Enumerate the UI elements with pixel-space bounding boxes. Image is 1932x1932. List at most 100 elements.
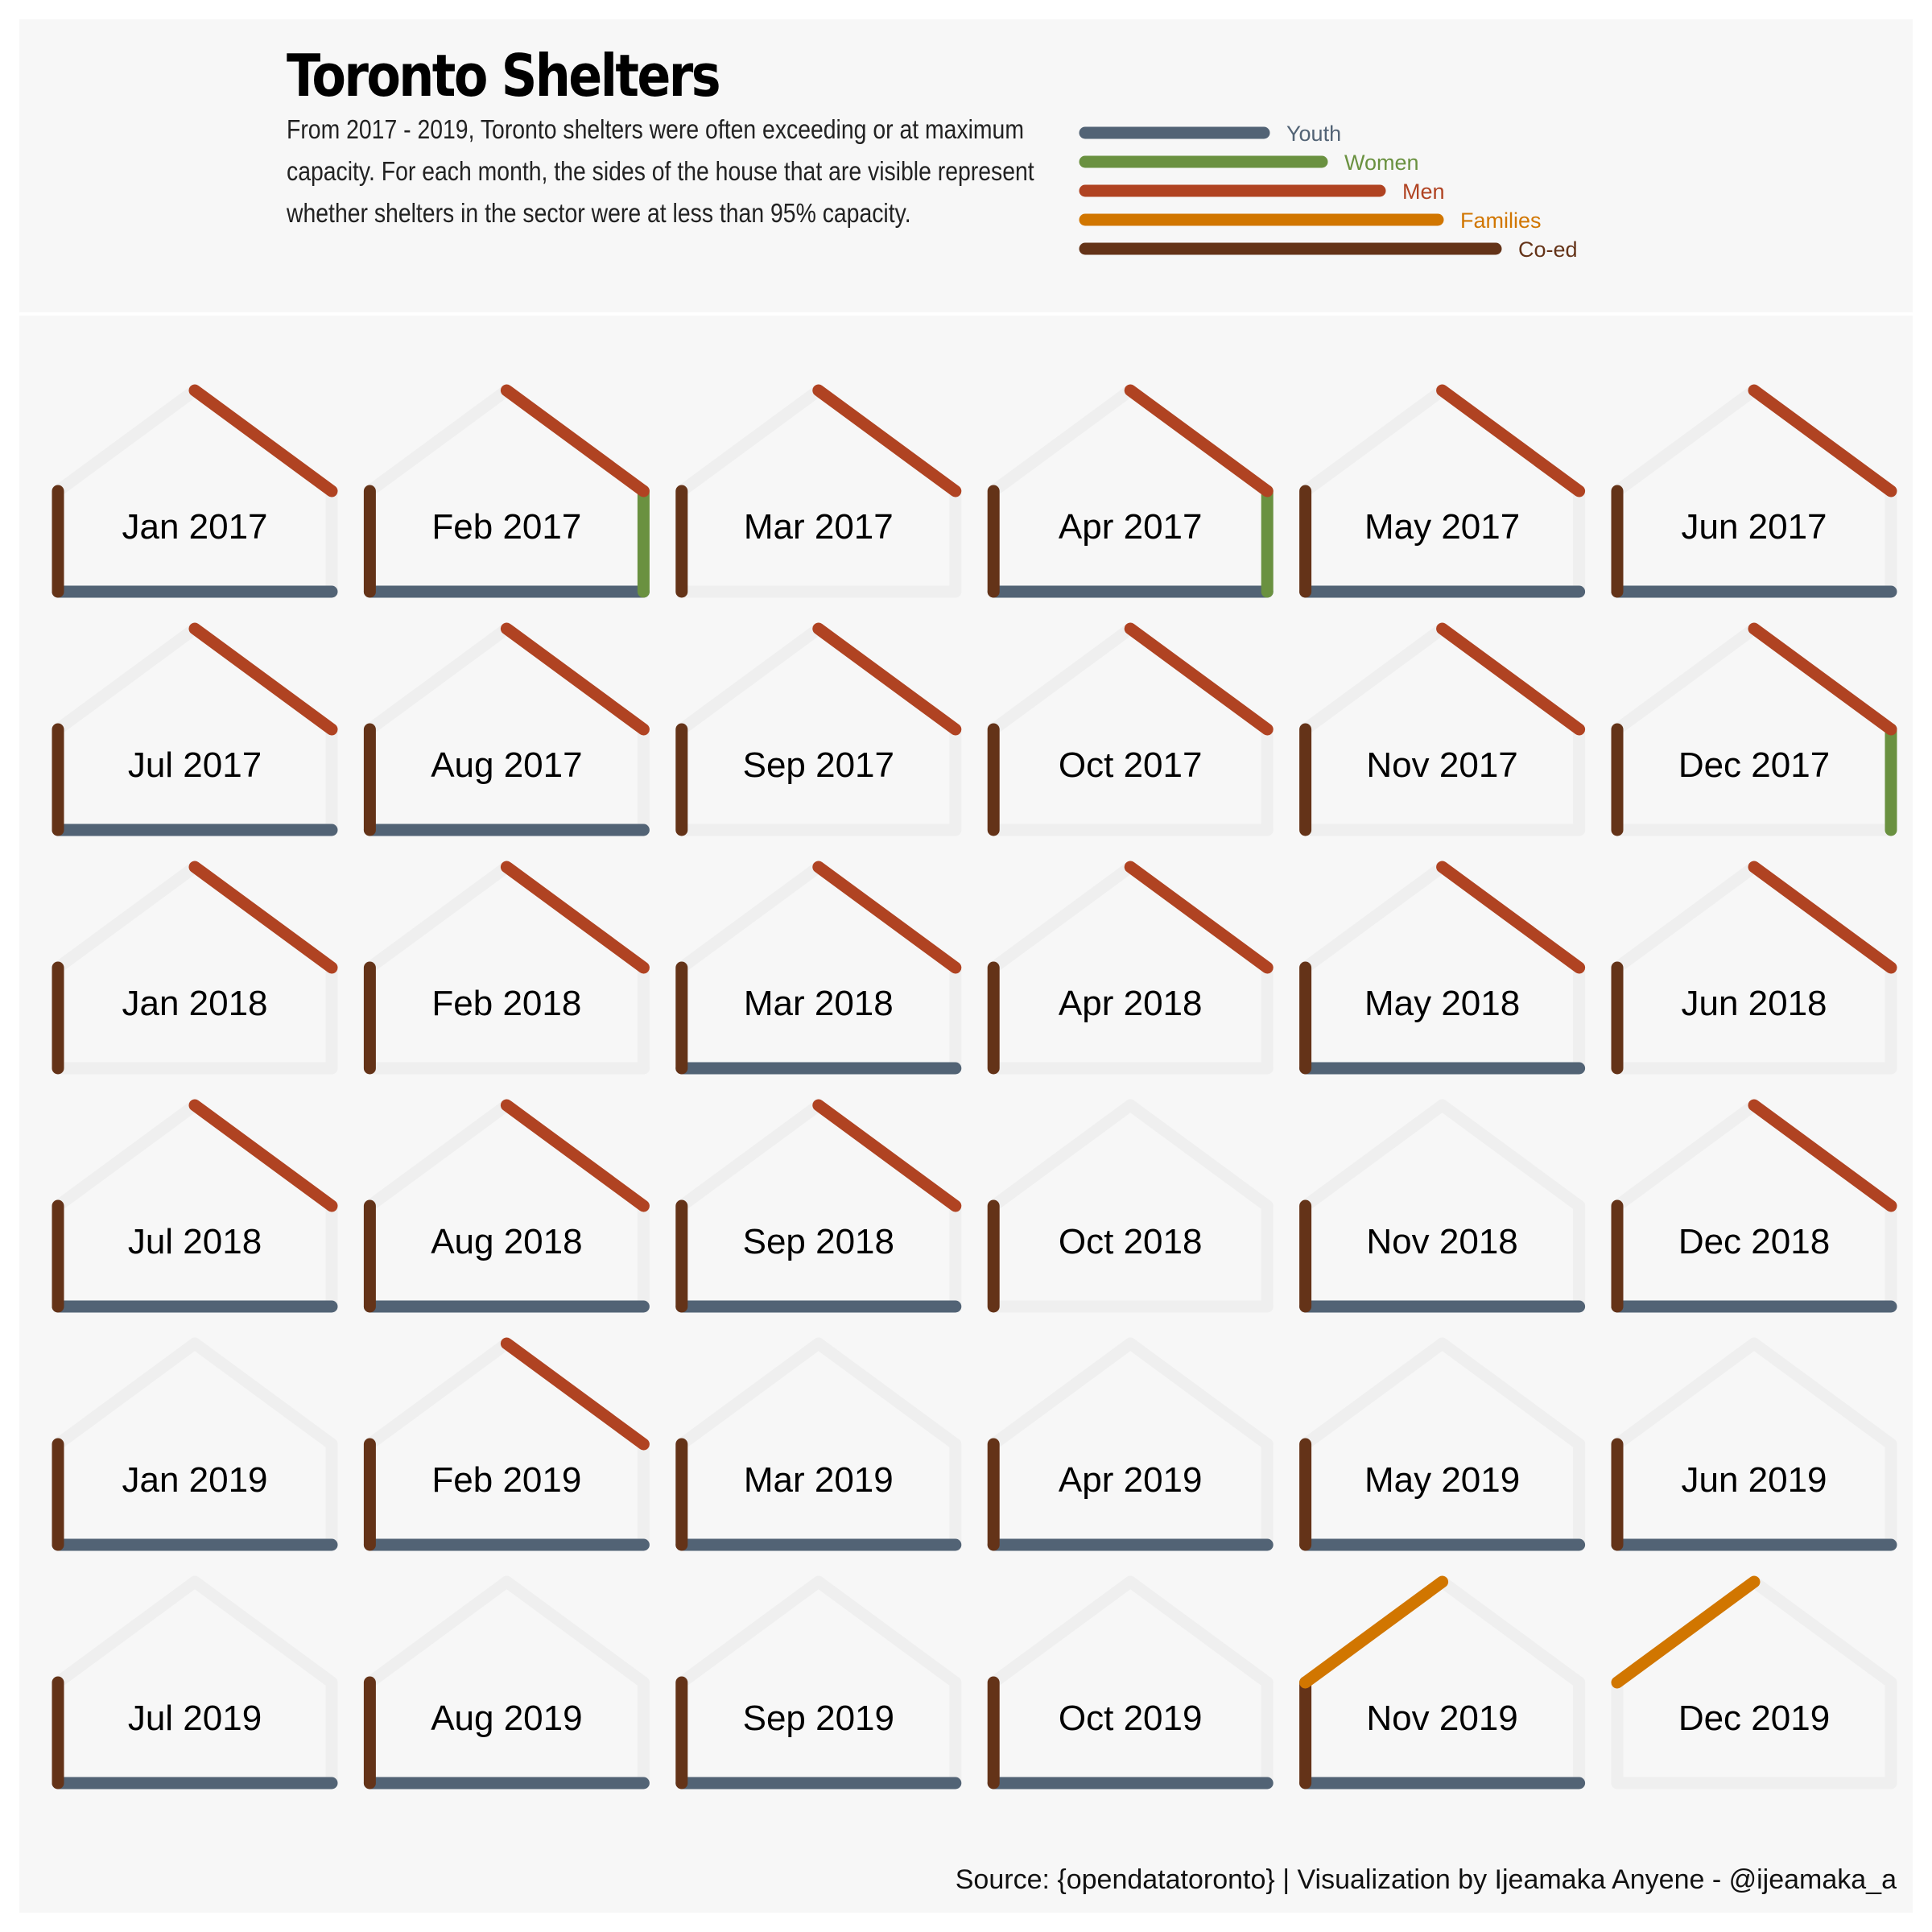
house-outline-left-roof bbox=[675, 384, 825, 497]
month-label: Oct 2017 bbox=[1059, 745, 1203, 785]
house-outline-left-roof bbox=[675, 622, 825, 736]
month-label: May 2017 bbox=[1364, 507, 1520, 547]
house-side-men bbox=[500, 1337, 650, 1451]
house-jun-2018: Jun 2018 bbox=[1611, 861, 1897, 1075]
house-outline-left-roof bbox=[363, 1337, 513, 1451]
month-label: Sep 2018 bbox=[743, 1222, 894, 1261]
house-jan-2017: Jan 2017 bbox=[52, 384, 338, 598]
month-label: Apr 2019 bbox=[1059, 1460, 1203, 1500]
house-side-men bbox=[812, 384, 962, 497]
house-may-2017: May 2017 bbox=[1299, 384, 1586, 598]
month-label: Sep 2019 bbox=[743, 1699, 894, 1738]
month-label: Jun 2018 bbox=[1681, 984, 1827, 1023]
house-outline-left-roof bbox=[52, 861, 201, 974]
month-label: Oct 2018 bbox=[1059, 1222, 1203, 1261]
house-outline-right-roof bbox=[188, 1337, 338, 1451]
house-side-men bbox=[1124, 384, 1274, 497]
month-label: Mar 2017 bbox=[744, 507, 894, 547]
month-label: Jul 2017 bbox=[128, 745, 262, 785]
house-outline-left-roof bbox=[987, 384, 1137, 497]
house-outline-left-roof bbox=[363, 384, 513, 497]
chart-subtitle: From 2017 - 2019, Toronto shelters were … bbox=[287, 114, 1034, 228]
legend-label-co-ed: Co-ed bbox=[1518, 237, 1578, 262]
month-label: Aug 2017 bbox=[431, 745, 582, 785]
house-outline-right-roof bbox=[500, 1575, 650, 1689]
house-outline-left-roof bbox=[987, 622, 1137, 736]
month-label: Jul 2018 bbox=[128, 1222, 262, 1261]
house-side-men bbox=[1124, 622, 1274, 736]
house-outline-left-roof bbox=[675, 1099, 825, 1212]
month-label: May 2018 bbox=[1364, 984, 1520, 1023]
house-outline-right-roof bbox=[1436, 1099, 1586, 1212]
house-feb-2019: Feb 2019 bbox=[363, 1337, 650, 1551]
house-side-men bbox=[1436, 384, 1586, 497]
month-label: Dec 2017 bbox=[1678, 745, 1830, 785]
house-apr-2017: Apr 2017 bbox=[987, 384, 1274, 598]
house-outline-left-roof bbox=[1299, 622, 1449, 736]
house-outline-left-roof bbox=[1299, 1337, 1449, 1451]
house-jan-2018: Jan 2018 bbox=[52, 861, 338, 1075]
house-mar-2017: Mar 2017 bbox=[675, 384, 962, 598]
house-outline-left-roof bbox=[52, 622, 201, 736]
legend-label-men: Men bbox=[1402, 180, 1445, 204]
house-may-2019: May 2019 bbox=[1299, 1337, 1586, 1551]
house-outline-right-roof bbox=[1436, 1337, 1586, 1451]
house-side-men bbox=[1436, 861, 1586, 974]
house-side-families bbox=[1611, 1575, 1761, 1689]
house-outline-right-roof bbox=[188, 1575, 338, 1689]
house-side-men bbox=[812, 1099, 962, 1212]
house-aug-2017: Aug 2017 bbox=[363, 622, 650, 836]
legend-label-women: Women bbox=[1344, 151, 1419, 175]
house-side-men bbox=[500, 622, 650, 736]
house-side-men bbox=[500, 1099, 650, 1212]
house-side-men bbox=[1436, 622, 1586, 736]
house-outline-right-roof bbox=[1748, 1337, 1897, 1451]
house-outline-left-roof bbox=[1299, 384, 1449, 497]
house-outline-left-roof bbox=[1299, 861, 1449, 974]
month-label: Aug 2019 bbox=[431, 1699, 582, 1738]
house-dec-2018: Dec 2018 bbox=[1611, 1099, 1897, 1313]
month-label: Jun 2019 bbox=[1681, 1460, 1827, 1500]
house-sep-2017: Sep 2017 bbox=[675, 622, 962, 836]
house-outline-left-roof bbox=[1611, 622, 1761, 736]
month-label: Dec 2019 bbox=[1678, 1699, 1830, 1738]
house-mar-2019: Mar 2019 bbox=[675, 1337, 962, 1551]
house-outline-right-roof bbox=[1124, 1337, 1274, 1451]
house-outline-left-roof bbox=[363, 861, 513, 974]
house-side-men bbox=[188, 384, 338, 497]
house-side-men bbox=[188, 1099, 338, 1212]
house-outline-left-roof bbox=[1611, 384, 1761, 497]
house-side-men bbox=[500, 384, 650, 497]
house-oct-2018: Oct 2018 bbox=[987, 1099, 1274, 1313]
house-outline-right-roof bbox=[1124, 1575, 1274, 1689]
house-side-men bbox=[188, 622, 338, 736]
house-apr-2019: Apr 2019 bbox=[987, 1337, 1274, 1551]
legend-label-youth: Youth bbox=[1286, 122, 1341, 146]
house-outline-left-roof bbox=[987, 1337, 1137, 1451]
house-outline-left-roof bbox=[1299, 1099, 1449, 1212]
house-outline-left-roof bbox=[52, 384, 201, 497]
house-jul-2019: Jul 2019 bbox=[52, 1575, 338, 1790]
month-label: Nov 2017 bbox=[1366, 745, 1517, 785]
house-outline-left-roof bbox=[1611, 1099, 1761, 1212]
house-mar-2018: Mar 2018 bbox=[675, 861, 962, 1075]
house-outline-right-roof bbox=[1748, 1575, 1897, 1689]
house-dec-2017: Dec 2017 bbox=[1611, 622, 1897, 836]
house-outline-right-roof bbox=[1436, 1575, 1586, 1689]
house-dec-2019: Dec 2019 bbox=[1611, 1575, 1897, 1790]
house-outline-left-roof bbox=[987, 1099, 1137, 1212]
house-outline-left-roof bbox=[675, 1575, 825, 1689]
house-oct-2017: Oct 2017 bbox=[987, 622, 1274, 836]
house-outline-left-roof bbox=[52, 1099, 201, 1212]
month-label: Jul 2019 bbox=[128, 1699, 262, 1738]
house-feb-2017: Feb 2017 bbox=[363, 384, 650, 598]
house-outline-right-roof bbox=[812, 1575, 962, 1689]
house-oct-2019: Oct 2019 bbox=[987, 1575, 1274, 1790]
house-may-2018: May 2018 bbox=[1299, 861, 1586, 1075]
month-label: Jan 2019 bbox=[122, 1460, 267, 1500]
month-label: May 2019 bbox=[1364, 1460, 1520, 1500]
house-outline-left-roof bbox=[52, 1337, 201, 1451]
month-label: Mar 2019 bbox=[744, 1460, 894, 1500]
